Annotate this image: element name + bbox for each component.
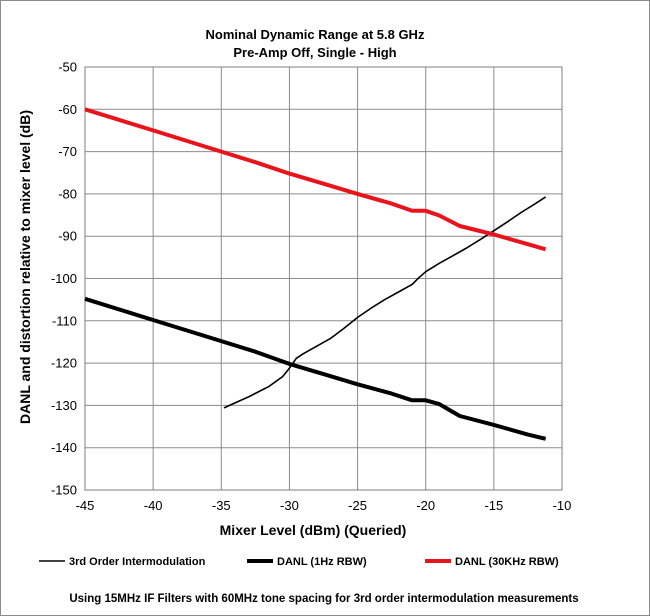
tick-labels: -50-60-70-80-90-100-110-120-130-140-150-…	[51, 60, 571, 514]
y-tick-label: -150	[51, 483, 77, 498]
y-tick-label: -60	[58, 102, 77, 117]
x-axis-label: Mixer Level (dBm) (Queried)	[220, 522, 407, 538]
series-line-3rd-order-intermodulation	[223, 196, 547, 409]
y-axis-label: DANL and distortion relative to mixer le…	[17, 110, 33, 424]
y-tick-label: -100	[51, 271, 77, 286]
legend-label-danl-30khz-rbw: DANL (30KHz RBW)	[455, 556, 559, 568]
y-tick-label: -50	[58, 60, 77, 75]
x-tick-label: -45	[76, 498, 95, 513]
y-tick-label: -80	[58, 186, 77, 201]
series-line-danl-1hz-rbw	[84, 296, 547, 441]
x-tick-label: -40	[144, 498, 163, 513]
y-tick-label: -90	[58, 229, 77, 244]
y-tick-label: -130	[51, 398, 77, 413]
y-tick-label: -120	[51, 356, 77, 371]
x-tick-label: -15	[484, 498, 503, 513]
x-tick-label: -25	[348, 498, 367, 513]
y-tick-label: -70	[58, 144, 77, 159]
legend-label-3rd-order-intermodulation: 3rd Order Intermodulation	[69, 556, 206, 568]
legend: 3rd Order Intermodulation DANL (1Hz RBW) D…	[39, 556, 559, 568]
x-tick-label: -35	[212, 498, 231, 513]
x-tick-label: -10	[553, 498, 572, 513]
chart-subtitle: Pre-Amp Off, Single - High	[233, 45, 396, 60]
series-line-danl-30khz-rbw	[84, 107, 547, 252]
legend-label-danl-1hz-rbw: DANL (1Hz RBW)	[277, 556, 367, 568]
series-layer	[84, 107, 547, 441]
y-tick-label: -140	[51, 440, 77, 455]
x-tick-label: -30	[280, 498, 299, 513]
y-tick-label: -110	[52, 313, 77, 328]
x-tick-label: -20	[416, 498, 435, 513]
chart-title: Nominal Dynamic Range at 5.8 GHz	[206, 27, 425, 42]
footnote: Using 15MHz IF Filters with 60MHz tone s…	[69, 593, 578, 605]
plot-area-frame	[84, 66, 563, 491]
